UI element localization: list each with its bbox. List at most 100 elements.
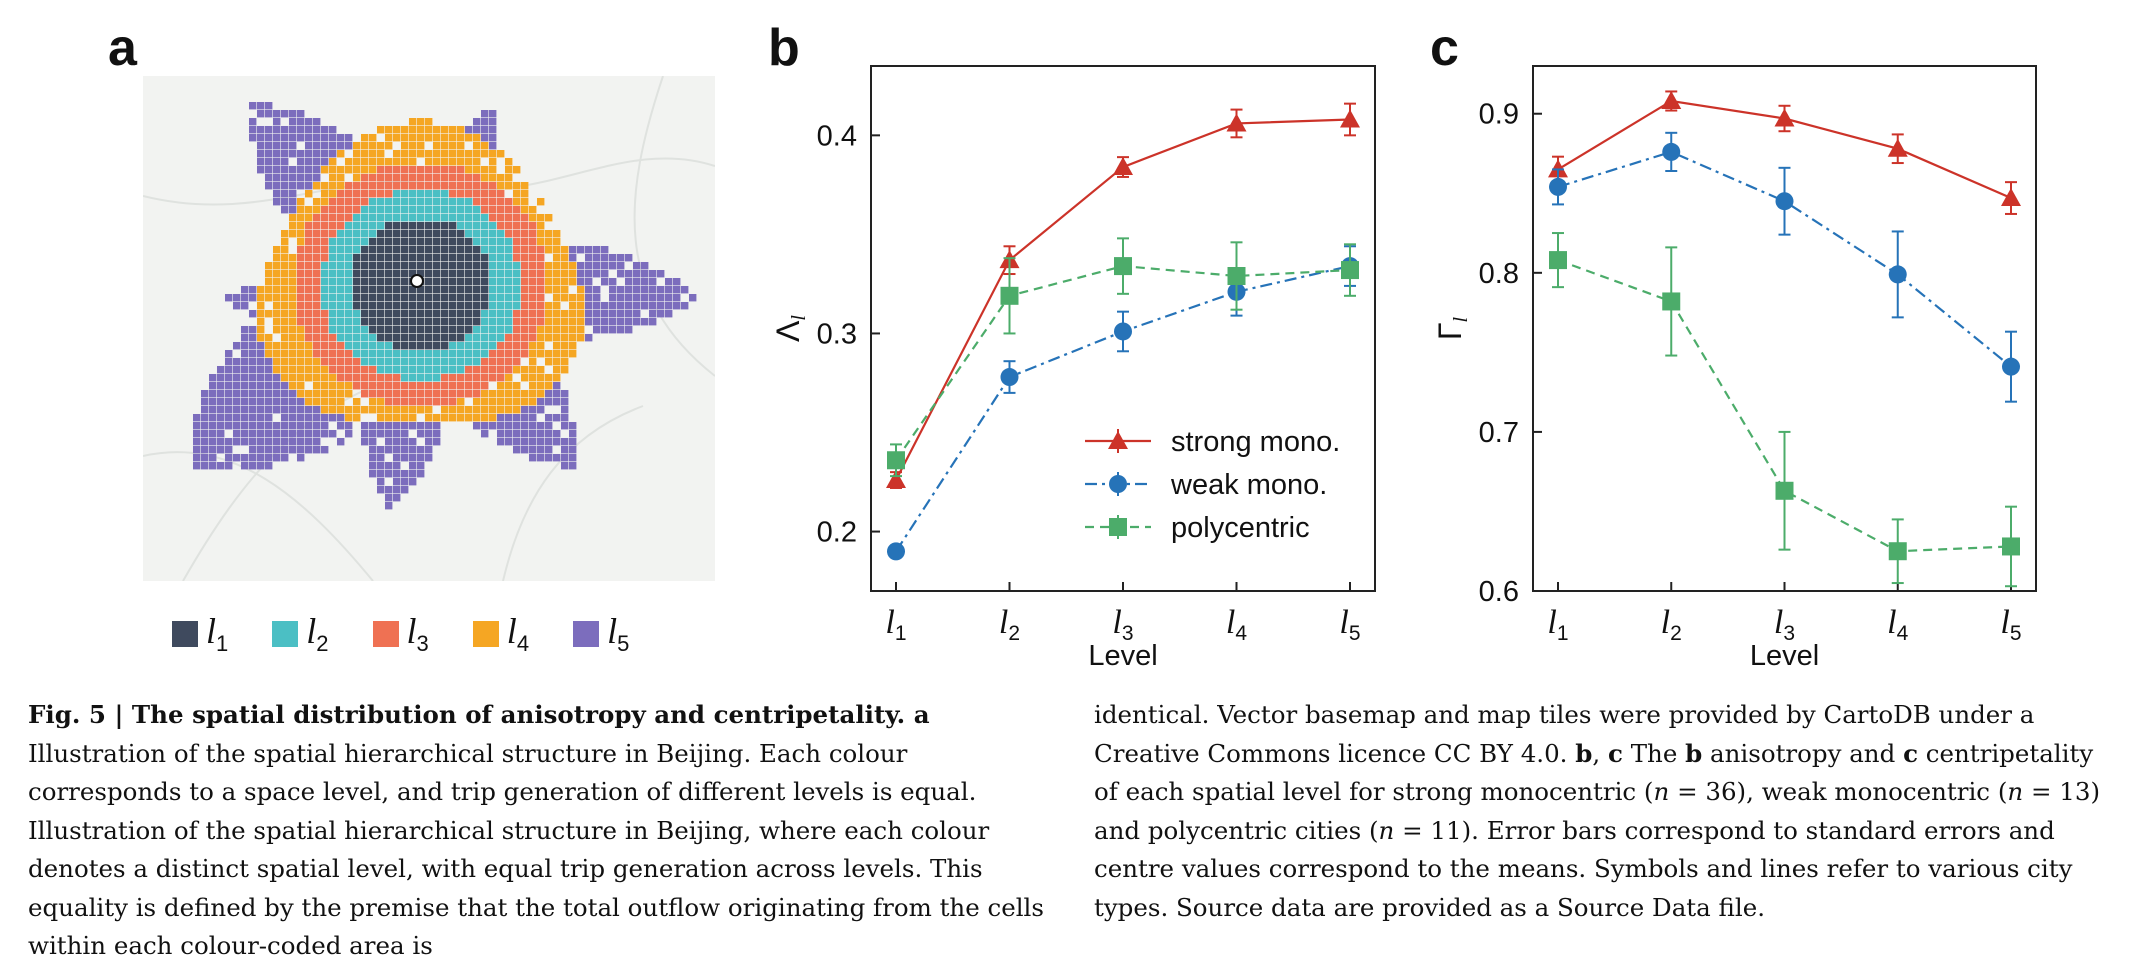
map-cell-l2: [369, 350, 377, 358]
map-cell-l5: [249, 326, 257, 334]
map-cell-l5: [313, 118, 321, 126]
map-cell-l5: [617, 294, 625, 302]
map-cell-l2: [417, 198, 425, 206]
map-cell-l5: [641, 262, 649, 270]
map-cell-l2: [441, 206, 449, 214]
map-cell-l4: [337, 406, 345, 414]
map-cell-l5: [529, 406, 537, 414]
map-cell-l2: [329, 302, 337, 310]
map-cell-l3: [505, 350, 513, 358]
data-point: [1888, 542, 1907, 561]
map-cell-l4: [577, 326, 585, 334]
map-cell-l4: [401, 142, 409, 150]
map-cell-l2: [393, 206, 401, 214]
map-cell-l3: [481, 366, 489, 374]
map-cell-l1: [481, 278, 489, 286]
map-cell-l3: [513, 230, 521, 238]
map-cell-l4: [481, 142, 489, 150]
map-cell-l5: [297, 438, 305, 446]
map-cell-l5: [401, 470, 409, 478]
map-cell-l4: [369, 158, 377, 166]
map-cell-l4: [513, 366, 521, 374]
map-cell-l1: [369, 318, 377, 326]
map-cell-l1: [393, 310, 401, 318]
map-cell-l5: [609, 326, 617, 334]
map-cell-l5: [465, 126, 473, 134]
map-cell-l5: [193, 454, 201, 462]
map-cell-l2: [481, 214, 489, 222]
map-cell-l4: [289, 310, 297, 318]
map-cell-l3: [513, 350, 521, 358]
map-cell-l5: [321, 134, 329, 142]
map-cell-l5: [585, 318, 593, 326]
map-cell-l4: [569, 318, 577, 326]
map-cell-l5: [473, 126, 481, 134]
map-cell-l3: [529, 222, 537, 230]
map-cell-l2: [409, 190, 417, 198]
map-cell-l5: [529, 430, 537, 438]
map-cell-l5: [617, 310, 625, 318]
map-cell-l3: [313, 238, 321, 246]
map-cell-l4: [433, 150, 441, 158]
map-cell-l4: [281, 270, 289, 278]
legend-label: weak mono.: [1170, 469, 1327, 501]
map-cell-l2: [337, 318, 345, 326]
map-cell-l1: [409, 230, 417, 238]
map-cell-l4: [297, 198, 305, 206]
map-cell-l4: [409, 134, 417, 142]
map-cell-l5: [385, 446, 393, 454]
y-tick-label: 0.9: [1479, 99, 1519, 131]
map-cell-l3: [297, 318, 305, 326]
map-cell-l4: [313, 382, 321, 390]
map-cell-l1: [385, 254, 393, 262]
map-cell-l3: [353, 358, 361, 366]
map-cell-l4: [401, 158, 409, 166]
map-cell-l3: [433, 398, 441, 406]
map-cell-l2: [393, 358, 401, 366]
map-cell-l5: [313, 414, 321, 422]
map-cell-l1: [441, 294, 449, 302]
map-cell-l3: [337, 222, 345, 230]
map-cell-l3: [305, 254, 313, 262]
map-cell-l2: [433, 358, 441, 366]
map-cell-l5: [545, 414, 553, 422]
map-cell-l5: [289, 414, 297, 422]
map-cell-l2: [377, 358, 385, 366]
map-cell-l4: [569, 262, 577, 270]
map-cell-l1: [385, 294, 393, 302]
map-cell-l5: [561, 462, 569, 470]
map-cell-l4: [393, 150, 401, 158]
map-cell-l5: [329, 414, 337, 422]
map-cell-l5: [561, 406, 569, 414]
map-cell-l5: [305, 406, 313, 414]
map-cell-l3: [353, 382, 361, 390]
map-cell-l4: [553, 358, 561, 366]
map-cell-l5: [201, 438, 209, 446]
map-cell-l5: [433, 438, 441, 446]
map-cell-l5: [305, 174, 313, 182]
map-cell-l2: [497, 262, 505, 270]
map-cell-l3: [465, 374, 473, 382]
map-cell-l4: [473, 134, 481, 142]
map-cell-l4: [313, 198, 321, 206]
map-cell-l3: [369, 382, 377, 390]
map-cell-l2: [361, 358, 369, 366]
legend-item-l2: l2: [272, 610, 329, 657]
map-cell-l5: [393, 422, 401, 430]
map-cell-l4: [465, 166, 473, 174]
map-cell-l3: [337, 190, 345, 198]
map-cell-l5: [401, 454, 409, 462]
data-point: [2002, 537, 2020, 556]
map-cell-l4: [345, 158, 353, 166]
map-cell-l5: [545, 390, 553, 398]
map-cell-l2: [385, 214, 393, 222]
map-cell-l2: [497, 302, 505, 310]
map-cell-l5: [481, 430, 489, 438]
map-cell-l5: [305, 446, 313, 454]
map-cell-l4: [553, 374, 561, 382]
map-cell-l2: [409, 366, 417, 374]
map-cell-l3: [537, 286, 545, 294]
map-cell-l5: [249, 366, 257, 374]
map-cell-l5: [281, 150, 289, 158]
map-cell-l4: [273, 358, 281, 366]
